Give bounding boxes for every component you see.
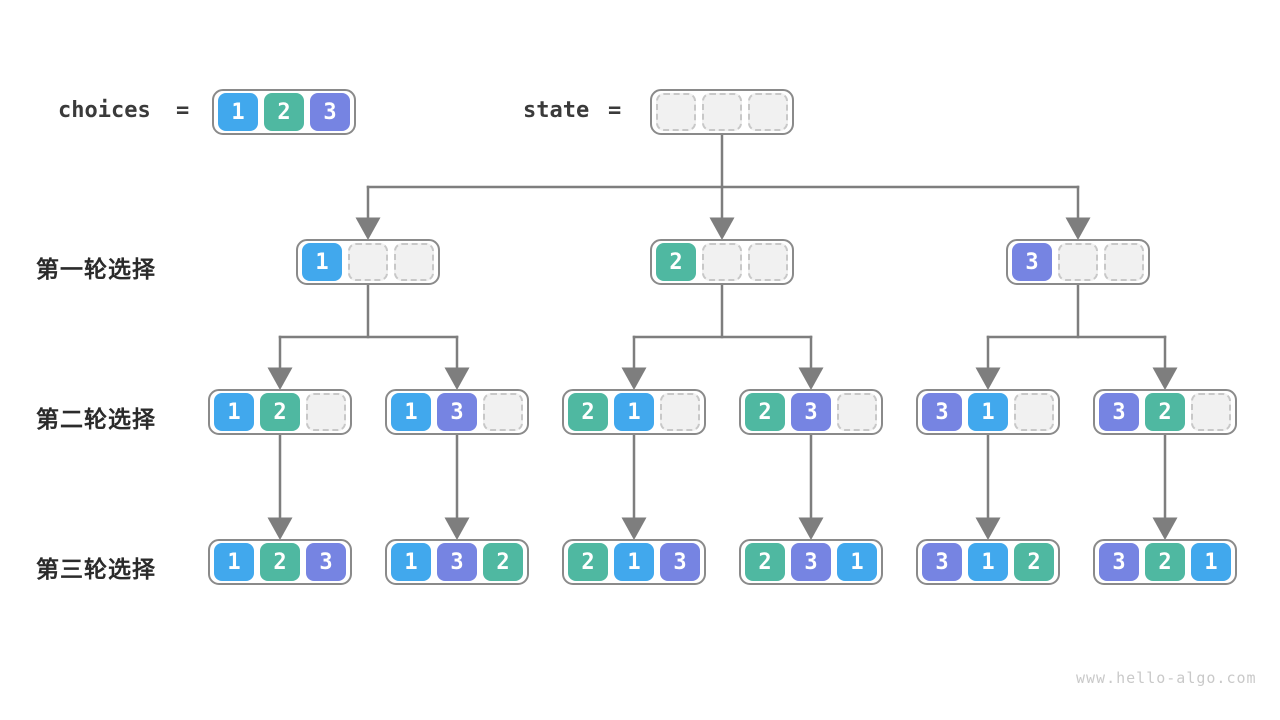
- slot-empty: [748, 93, 788, 131]
- slot-value: 3: [1099, 393, 1139, 431]
- slot-empty: [483, 393, 523, 431]
- slot-empty: [656, 93, 696, 131]
- choices-equals-sign: =: [176, 98, 190, 123]
- slot-value: 3: [437, 543, 477, 581]
- slot-empty: [748, 243, 788, 281]
- state-box: 2: [650, 239, 794, 285]
- state-equals-sign: =: [608, 98, 622, 123]
- slot-value: 1: [614, 393, 654, 431]
- slot-value: 1: [968, 393, 1008, 431]
- slot-value: 1: [391, 543, 431, 581]
- slot-value: 3: [922, 543, 962, 581]
- choices-label: choices: [58, 98, 151, 123]
- slot-empty: [660, 393, 700, 431]
- slot-value: 3: [1012, 243, 1052, 281]
- slot-value: 2: [656, 243, 696, 281]
- slot-value: 2: [568, 393, 608, 431]
- slot-value: 3: [1099, 543, 1139, 581]
- state-box-root: [650, 89, 794, 135]
- slot-empty: [394, 243, 434, 281]
- slot-value: 2: [745, 543, 785, 581]
- state-box: 3: [1006, 239, 1150, 285]
- slot-value: 3: [660, 543, 700, 581]
- slot-empty: [1191, 393, 1231, 431]
- slot-value: 2: [1145, 393, 1185, 431]
- slot-value: 1: [302, 243, 342, 281]
- slot-value: 2: [745, 393, 785, 431]
- slot-empty: [702, 243, 742, 281]
- slot-value: 2: [483, 543, 523, 581]
- slot-value: 1: [968, 543, 1008, 581]
- slot-empty: [1104, 243, 1144, 281]
- slot-value: 1: [214, 543, 254, 581]
- slot-value: 3: [306, 543, 346, 581]
- slot-value: 2: [568, 543, 608, 581]
- slot-value: 3: [437, 393, 477, 431]
- slot-value: 2: [264, 93, 304, 131]
- slot-value: 2: [1145, 543, 1185, 581]
- state-label: state: [523, 98, 590, 123]
- slot-empty: [837, 393, 877, 431]
- slot-value: 1: [614, 543, 654, 581]
- slot-value: 2: [260, 543, 300, 581]
- slot-value: 1: [391, 393, 431, 431]
- row-label-2: 第二轮选择: [36, 406, 156, 432]
- slot-empty: [1058, 243, 1098, 281]
- state-box: 1: [296, 239, 440, 285]
- watermark: www.hello-algo.com: [1076, 669, 1257, 687]
- slot-value: 1: [837, 543, 877, 581]
- row-label-1: 第一轮选择: [36, 256, 156, 282]
- slot-value: 3: [791, 393, 831, 431]
- slot-value: 3: [922, 393, 962, 431]
- slot-value: 3: [310, 93, 350, 131]
- row-label-3: 第三轮选择: [36, 556, 156, 582]
- slot-empty: [306, 393, 346, 431]
- slot-value: 1: [214, 393, 254, 431]
- slot-empty: [1014, 393, 1054, 431]
- slot-empty: [702, 93, 742, 131]
- slot-value: 1: [218, 93, 258, 131]
- slot-value: 3: [791, 543, 831, 581]
- slot-value: 1: [1191, 543, 1231, 581]
- slot-value: 2: [1014, 543, 1054, 581]
- slot-value: 2: [260, 393, 300, 431]
- slot-empty: [348, 243, 388, 281]
